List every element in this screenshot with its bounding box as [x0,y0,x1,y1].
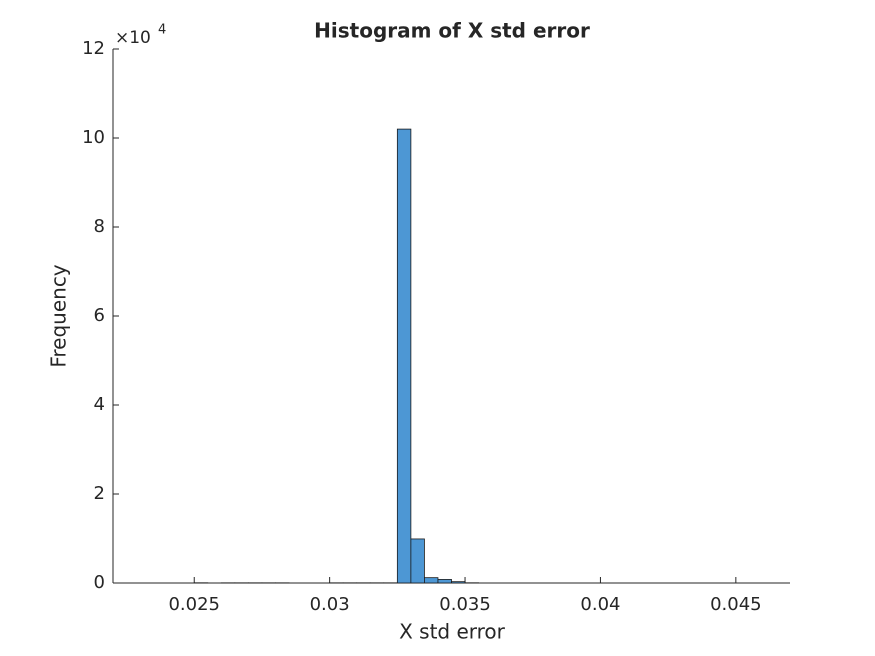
y-tick-label: 12 [82,38,105,59]
y-tick-label: 10 [82,127,105,148]
bar [424,577,439,584]
y-multiplier-base: ×10 [115,28,151,48]
x-tick-label: 0.035 [439,594,491,615]
x-tick-label: 0.04 [580,594,620,615]
y-tick-label: 8 [94,216,105,237]
x-tick-label: 0.03 [310,594,350,615]
y-axis-label: Frequency [47,264,71,367]
x-axis-label: X std error [399,620,506,644]
y-tick-label: 2 [94,483,105,504]
bar [396,128,412,584]
bar [451,581,466,584]
y-tick-label: 4 [94,394,105,415]
x-tick-label: 0.045 [710,594,762,615]
y-multiplier-exponent: 4 [158,23,166,38]
x-tick-label: 0.025 [168,594,220,615]
y-tick-label: 0 [94,572,105,593]
y-tick-label: 6 [94,305,105,326]
bar [437,579,452,584]
chart-title: Histogram of X std error [314,19,590,43]
bar [410,538,425,584]
